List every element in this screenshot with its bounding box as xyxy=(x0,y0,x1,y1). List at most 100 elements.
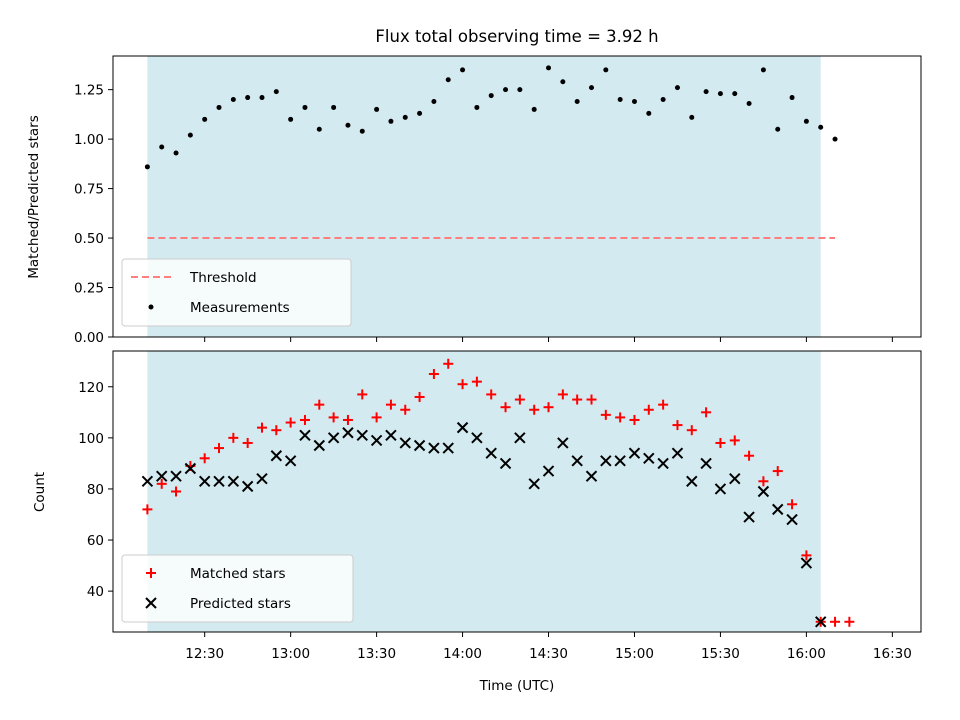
predicted-star-point xyxy=(643,452,655,464)
matched-star-point xyxy=(199,453,210,464)
legend-matched-marker xyxy=(146,568,156,578)
measurement-point xyxy=(603,67,609,73)
measurement-point xyxy=(517,87,523,93)
predicted-star-point xyxy=(327,432,340,444)
predicted-star-point xyxy=(743,511,755,523)
matched-star-point xyxy=(729,435,740,446)
bottom-x-axis: 12:30 13:00 13:30 14:00 14:30 15:00 15:30 16:00… xyxy=(185,632,912,662)
legend-matched-label: Matched stars xyxy=(190,566,286,582)
predicted-star-point xyxy=(471,432,483,444)
measurement-point xyxy=(302,104,308,110)
matched-star-point xyxy=(744,450,755,461)
legend-measurements-label: Measurements xyxy=(190,300,290,316)
top-y-tick-label: 0.25 xyxy=(74,281,104,297)
bottom-y-tick-label: 100 xyxy=(78,431,104,447)
top-y-tick-label: 1.00 xyxy=(74,132,104,148)
matched-star-point xyxy=(572,394,583,405)
predicted-star-point xyxy=(385,429,397,442)
predicted-star-point xyxy=(557,437,569,449)
predicted-star-point xyxy=(614,455,626,467)
top-legend: Threshold Measurements xyxy=(121,258,352,327)
predicted-star-point xyxy=(700,457,712,470)
predicted-star-point xyxy=(370,434,383,447)
measurement-point xyxy=(689,114,695,120)
x-axis-label: Time (UTC) xyxy=(479,678,555,694)
top-y-tick-label: 0.75 xyxy=(74,182,104,198)
predicted-star-point xyxy=(198,475,211,487)
measurement-point xyxy=(431,99,437,105)
measurement-point xyxy=(674,85,680,91)
count-points xyxy=(141,358,855,628)
matched-star-point xyxy=(457,379,468,390)
measurement-point xyxy=(187,132,193,138)
legend-matched-swatch xyxy=(146,568,156,578)
bottom-y-tick-label: 40 xyxy=(87,584,104,600)
measurement-point xyxy=(732,91,738,97)
predicted-star-point xyxy=(256,473,268,485)
x-tick-label: 16:00 xyxy=(787,646,826,662)
measurement-point xyxy=(202,116,208,122)
matched-star-point xyxy=(557,389,568,400)
matched-star-point xyxy=(328,412,339,423)
measurement-point xyxy=(273,89,279,95)
matched-star-point xyxy=(500,402,511,413)
matched-star-point xyxy=(758,476,769,487)
measurement-point xyxy=(159,144,165,150)
measurement-point xyxy=(503,87,509,93)
measurement-point xyxy=(460,67,466,73)
measurement-point xyxy=(660,97,666,103)
bottom-y-axis: 40 60 80 100 120 xyxy=(78,380,113,600)
matched-star-point xyxy=(830,616,841,627)
matched-star-point xyxy=(615,412,626,423)
top-x-tick-marks xyxy=(204,337,893,342)
matched-star-point xyxy=(414,391,425,402)
matched-star-point xyxy=(299,414,310,425)
matched-star-point xyxy=(787,499,798,510)
matched-star-point xyxy=(701,407,712,418)
measurement-point xyxy=(345,122,351,128)
predicted-star-point xyxy=(757,485,770,498)
bottom-y-tick-label: 120 xyxy=(78,380,104,396)
measurement-point xyxy=(245,95,251,101)
matched-star-point xyxy=(543,402,554,413)
predicted-star-point xyxy=(815,616,827,628)
measurement-point xyxy=(646,110,652,116)
top-y-tick-label: 0.50 xyxy=(74,231,104,247)
measurement-point xyxy=(760,67,766,73)
predicted-star-point xyxy=(499,457,512,470)
x-tick-label: 13:00 xyxy=(271,646,310,662)
bottom-y-tick-label: 80 xyxy=(87,482,104,498)
predicted-star-point xyxy=(284,455,297,467)
measurement-point xyxy=(316,126,322,132)
predicted-star-point xyxy=(528,478,540,490)
matched-star-point xyxy=(514,394,525,405)
legend-predicted-swatch xyxy=(145,597,157,609)
matched-star-point xyxy=(314,399,325,410)
legend-measurement-swatch xyxy=(148,304,154,310)
matched-star-point xyxy=(629,414,640,425)
bottom-y-axis-label: Count xyxy=(32,472,48,512)
predicted-star-point xyxy=(671,447,684,459)
predicted-star-point xyxy=(542,465,555,477)
matched-star-point xyxy=(228,432,239,443)
matched-star-point xyxy=(171,486,182,497)
matched-star-point xyxy=(643,404,654,415)
measurement-point xyxy=(546,65,552,71)
measurement-point xyxy=(818,124,824,130)
measurement-points xyxy=(144,65,838,170)
matched-star-point xyxy=(357,389,368,400)
measurement-point xyxy=(832,136,838,142)
predicted-star-point xyxy=(313,439,326,452)
measurement-point xyxy=(288,116,294,122)
matched-star-point xyxy=(529,404,540,415)
top-legend-box xyxy=(121,258,352,327)
predicted-star-point xyxy=(342,427,354,439)
measurement-point xyxy=(331,104,337,110)
predicted-star-point xyxy=(714,483,727,495)
predicted-star-point xyxy=(184,462,197,475)
matched-star-point xyxy=(142,504,153,515)
matched-star-point xyxy=(772,466,783,477)
predicted-star-point xyxy=(657,457,669,470)
top-y-tick-label: 0.00 xyxy=(74,330,104,346)
x-tick-label: 15:30 xyxy=(701,646,740,662)
